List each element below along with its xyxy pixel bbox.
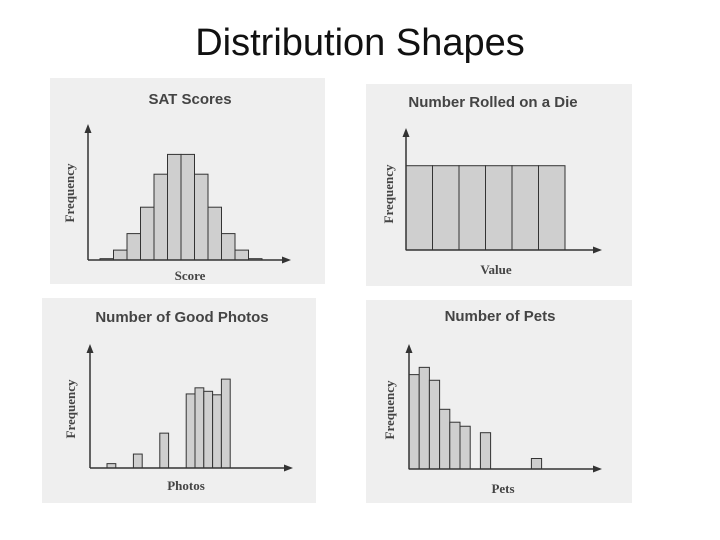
histogram-bar <box>203 390 214 469</box>
histogram-bar <box>140 206 155 261</box>
histogram-bar <box>234 249 249 261</box>
slide-title: Distribution Shapes <box>195 22 525 64</box>
histogram-bar <box>458 165 486 251</box>
chart-panel-pets: Number of Pets Pets Frequency <box>366 300 632 503</box>
y-axis-arrow <box>402 128 410 137</box>
x-axis-label: Pets <box>491 481 514 496</box>
chart-sat: SAT Scores Score Frequency <box>62 91 291 283</box>
x-axis-label: Score <box>175 268 206 283</box>
histogram-bar <box>194 387 205 469</box>
histogram-bar <box>180 153 195 261</box>
chart-pets: Number of Pets Pets Frequency <box>382 308 602 496</box>
histogram-bar <box>511 165 539 251</box>
histogram-bar <box>479 432 492 470</box>
histogram-bar <box>449 421 461 470</box>
histogram-bar <box>221 233 236 261</box>
histogram-bar <box>538 165 566 251</box>
y-axis-label: Frequency <box>63 379 78 438</box>
histogram-bar <box>167 153 182 261</box>
histogram-bar <box>113 249 128 261</box>
histogram-bar <box>485 165 513 251</box>
y-axis-arrow <box>405 344 413 353</box>
histogram-bar <box>153 173 168 261</box>
chart-die: Number Rolled on a Die Value Frequency <box>381 94 602 277</box>
chart-photos: Number of Good Photos Photos Frequency <box>63 309 293 493</box>
histogram-bar <box>439 408 451 470</box>
x-axis-arrow <box>284 464 293 472</box>
bars-group <box>405 165 566 251</box>
bars-group <box>106 378 231 469</box>
histogram-bar <box>405 165 433 251</box>
histogram-bar <box>418 366 430 470</box>
chart-panel-sat: SAT Scores Score Frequency <box>50 78 325 284</box>
x-axis-label: Photos <box>167 478 205 493</box>
histogram-bar <box>220 378 231 469</box>
chart-title: Number of Good Photos <box>95 309 268 326</box>
chart-panel-photos: Number of Good Photos Photos Frequency <box>42 298 316 503</box>
x-axis-label: Value <box>480 262 512 277</box>
histogram-bar <box>207 206 222 261</box>
y-axis-arrow <box>86 344 94 353</box>
chart-title: SAT Scores <box>148 91 231 108</box>
y-axis-label: Frequency <box>62 163 77 222</box>
chart-title: Number of Pets <box>445 308 556 325</box>
bars-group <box>99 153 263 261</box>
x-axis-arrow <box>282 256 291 264</box>
histogram-bar <box>126 233 141 261</box>
y-axis-label: Frequency <box>382 380 397 439</box>
histogram-bar <box>428 379 441 470</box>
y-axis-label: Frequency <box>381 164 396 223</box>
histogram-bar <box>159 432 170 469</box>
chart-title: Number Rolled on a Die <box>408 94 577 111</box>
histogram-bar <box>212 394 222 469</box>
histogram-bar <box>459 425 471 470</box>
histogram-bar <box>432 165 460 251</box>
chart-panel-die: Number Rolled on a Die Value Frequency <box>366 84 632 286</box>
bars-group <box>408 366 543 470</box>
histogram-bar <box>530 458 543 470</box>
histogram-bar <box>132 453 143 469</box>
histogram-bar <box>408 374 420 470</box>
histogram-bar <box>185 393 196 469</box>
y-axis-arrow <box>84 124 92 133</box>
x-axis-arrow <box>593 465 602 473</box>
histogram-bar <box>194 173 209 261</box>
x-axis-arrow <box>593 246 602 254</box>
